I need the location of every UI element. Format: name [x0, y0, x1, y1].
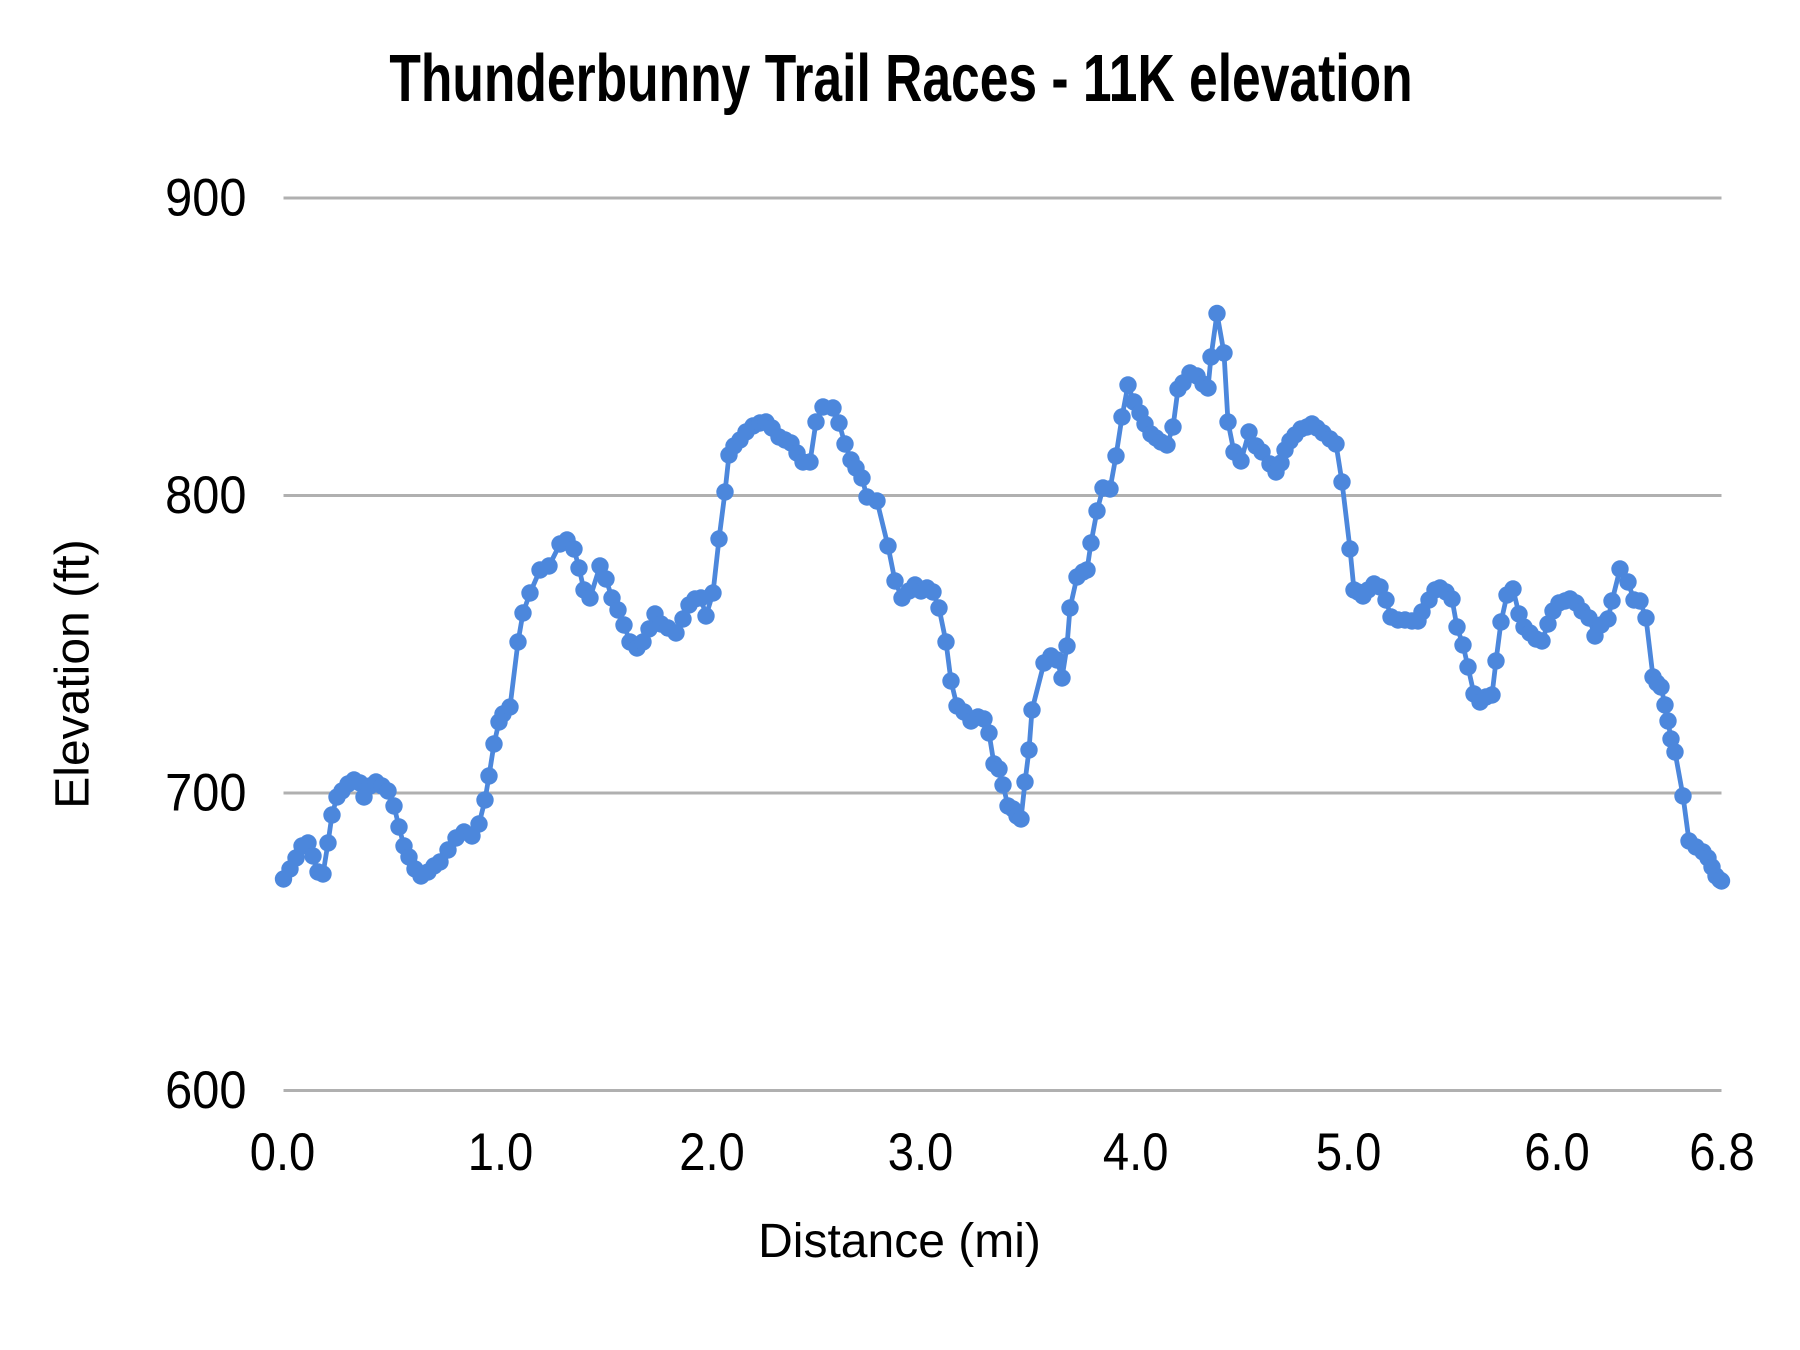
- svg-text:6.0: 6.0: [1524, 1122, 1590, 1181]
- svg-text:0.0: 0.0: [250, 1122, 316, 1181]
- svg-text:Elevation (ft): Elevation (ft): [47, 539, 100, 808]
- svg-text:5.0: 5.0: [1316, 1122, 1382, 1181]
- svg-text:3.0: 3.0: [888, 1122, 954, 1181]
- svg-text:800: 800: [165, 465, 246, 524]
- svg-text:6.8: 6.8: [1689, 1122, 1755, 1181]
- svg-text:700: 700: [165, 763, 246, 822]
- svg-text:600: 600: [165, 1060, 246, 1119]
- svg-text:900: 900: [165, 168, 246, 227]
- svg-text:Distance (mi): Distance (mi): [758, 1215, 1041, 1268]
- svg-text:Thunderbunny Trail Races - 11K: Thunderbunny Trail Races - 11K elevation: [389, 40, 1412, 115]
- svg-text:4.0: 4.0: [1103, 1122, 1169, 1181]
- svg-text:1.0: 1.0: [468, 1122, 534, 1181]
- svg-text:2.0: 2.0: [679, 1122, 745, 1181]
